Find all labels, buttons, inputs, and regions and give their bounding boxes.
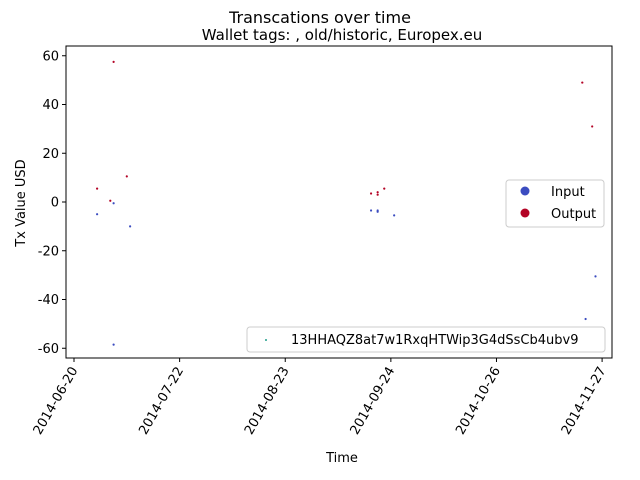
legend-wallet-marker — [265, 339, 267, 341]
x-tick-label: 2014-06-20 — [31, 365, 82, 438]
y-tick-label: 40 — [42, 98, 59, 113]
data-point-input — [96, 213, 99, 216]
y-tick-label: 0 — [51, 196, 59, 211]
data-point-input — [393, 214, 396, 217]
data-point-output — [376, 193, 379, 196]
y-tick-label: 20 — [42, 147, 59, 162]
y-axis-label: Tx Value USD — [14, 159, 29, 247]
x-tick-label: 2014-10-26 — [453, 365, 504, 438]
legend-wallet: 13HHAQZ8at7w1RxqHTWip3G4dSsCb4ubv9 — [246, 326, 606, 353]
legend-output-marker — [520, 208, 530, 218]
x-axis-label: Time — [325, 451, 358, 466]
y-tick-label: 60 — [42, 49, 59, 64]
legend-input-marker — [520, 186, 530, 196]
y-tick-label: -40 — [38, 293, 59, 308]
y-tick-label: -20 — [38, 244, 59, 259]
legend-input-label: Input — [551, 185, 585, 200]
legend-input-output: Input Output — [505, 179, 605, 228]
x-tick-label: 2014-07-22 — [136, 365, 187, 438]
data-point-output — [581, 81, 584, 84]
data-points — [96, 60, 597, 346]
data-point-input — [369, 209, 373, 212]
data-point-output — [96, 187, 99, 190]
data-point-output — [109, 199, 112, 202]
data-point-output — [591, 125, 594, 128]
chart-subtitle: Wallet tags: , old/historic, Europex.eu — [202, 26, 483, 44]
data-point-input — [584, 317, 587, 321]
data-point-output — [376, 191, 379, 194]
data-point-input — [129, 225, 132, 228]
data-point-input — [594, 275, 597, 278]
y-axis: -60 -40 -20 0 20 40 60 — [38, 49, 66, 357]
data-point-output — [369, 192, 373, 195]
x-tick-label: 2014-09-24 — [348, 365, 399, 438]
data-point-output — [125, 175, 128, 178]
data-point-output — [383, 187, 386, 190]
legend-wallet-label: 13HHAQZ8at7w1RxqHTWip3G4dSsCb4ubv9 — [291, 333, 578, 348]
legend-output-label: Output — [551, 207, 596, 222]
x-axis: 2014-06-20 2014-07-22 2014-08-23 2014-09-24… — [31, 358, 610, 437]
y-tick-label: -60 — [38, 342, 59, 357]
x-tick-label: 2014-08-23 — [242, 365, 293, 438]
data-point-output — [112, 60, 115, 63]
data-point-input — [376, 210, 379, 213]
data-point-input — [112, 343, 115, 346]
chart-title: Transcations over time — [228, 8, 411, 27]
x-tick-label: 2014-11-27 — [559, 365, 610, 438]
data-point-input — [112, 202, 115, 205]
